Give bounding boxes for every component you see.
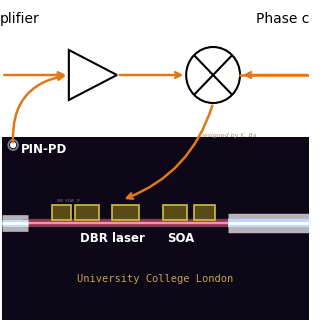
Polygon shape — [112, 205, 139, 220]
Polygon shape — [2, 137, 309, 320]
Text: Phase c: Phase c — [256, 12, 310, 26]
Polygon shape — [52, 205, 71, 220]
Polygon shape — [194, 205, 215, 220]
Text: plifier: plifier — [0, 12, 39, 26]
Text: SOA: SOA — [167, 232, 194, 245]
Polygon shape — [163, 205, 187, 220]
Text: DBR laser: DBR laser — [80, 232, 145, 245]
Text: Designed by K. Ba: Designed by K. Ba — [199, 133, 256, 138]
Text: University College London: University College London — [77, 274, 234, 284]
Polygon shape — [75, 205, 99, 220]
Text: DBR REAR IP: DBR REAR IP — [57, 199, 81, 203]
Text: PIN-PD: PIN-PD — [21, 142, 67, 156]
Circle shape — [11, 142, 15, 148]
